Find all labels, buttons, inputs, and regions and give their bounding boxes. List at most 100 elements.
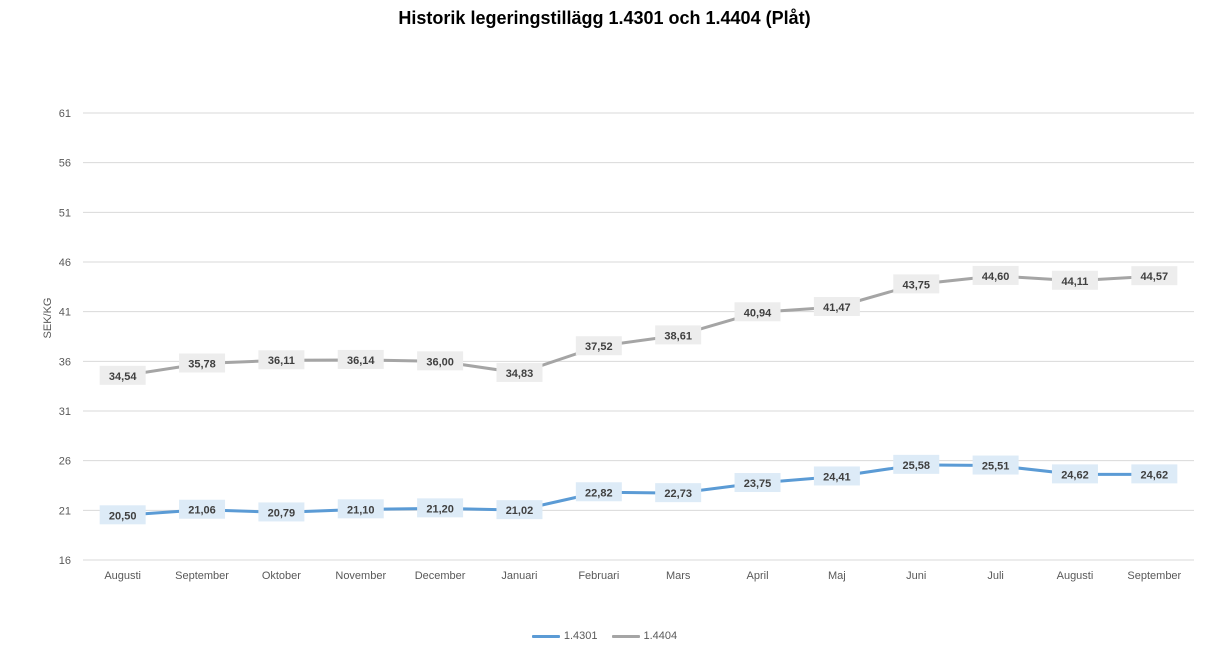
data-label: 20,50 [99, 505, 146, 525]
data-label-bg [179, 353, 226, 373]
data-label-bg [1131, 266, 1178, 286]
data-label-bg [575, 482, 622, 502]
data-label: 25,58 [893, 454, 940, 474]
y-axis-label: SEK/KG [42, 298, 54, 339]
x-tick-label: Mars [666, 570, 691, 582]
x-tick-label: Februari [578, 570, 619, 582]
data-label-text: 25,51 [982, 461, 1010, 473]
data-label-text: 34,54 [109, 371, 137, 383]
data-label: 21,02 [496, 500, 543, 520]
data-label: 43,75 [893, 274, 940, 294]
x-tick-label: April [747, 570, 769, 582]
data-label-text: 37,52 [585, 341, 613, 353]
y-axis-ticks: 16 21 26 31 36 41 46 51 56 61 [59, 108, 71, 567]
data-label: 23,75 [734, 473, 781, 493]
data-label-bg [972, 265, 1019, 285]
data-label-bg [496, 362, 543, 382]
data-label-text: 21,06 [188, 505, 216, 517]
data-labels: 20,50 21,06 20,79 21,10 21,20 21,02 22,82 22,73… [99, 265, 1178, 525]
data-label-bg [99, 365, 146, 385]
y-tick-label: 46 [59, 257, 71, 269]
data-label: 44,57 [1131, 266, 1178, 286]
y-tick-label: 36 [59, 356, 71, 368]
data-label: 36,11 [258, 350, 305, 370]
x-tick-label: September [1127, 570, 1181, 582]
x-tick-label: Augusti [104, 570, 141, 582]
data-label-bg [893, 454, 940, 474]
data-label: 24,62 [1131, 464, 1178, 484]
y-tick-label: 56 [59, 158, 71, 170]
data-label: 40,94 [734, 302, 781, 322]
data-label-bg [813, 296, 860, 316]
data-label-text: 23,75 [744, 478, 772, 490]
data-label-text: 44,60 [982, 271, 1010, 283]
y-tick-label: 51 [59, 207, 71, 219]
data-label-text: 40,94 [744, 307, 772, 319]
data-label-bg [893, 274, 940, 294]
data-label-bg [496, 500, 543, 520]
data-label: 25,51 [972, 455, 1019, 475]
y-tick-label: 61 [59, 108, 71, 120]
data-label-text: 44,11 [1062, 276, 1089, 288]
x-tick-label: September [175, 570, 229, 582]
x-tick-label: November [335, 570, 386, 582]
data-label-bg [575, 336, 622, 356]
data-label-text: 41,47 [823, 302, 851, 314]
data-label-text: 24,62 [1061, 469, 1089, 481]
data-label: 35,78 [179, 353, 226, 373]
data-label-bg [813, 466, 860, 486]
data-label-bg [655, 325, 702, 345]
data-label: 44,11 [1051, 270, 1098, 290]
data-label: 24,62 [1051, 464, 1098, 484]
x-tick-label: Oktober [262, 570, 301, 582]
data-label: 24,41 [813, 466, 860, 486]
x-tick-label: Augusti [1057, 570, 1094, 582]
legend-item-1: 1.4301 [531, 630, 598, 642]
data-label-text: 36,11 [268, 355, 295, 367]
x-tick-label: Juni [906, 570, 926, 582]
y-tick-label: 21 [59, 505, 71, 517]
chart-title: Historik legeringstillägg 1.4301 och 1.4… [398, 8, 811, 28]
data-label: 36,00 [417, 351, 464, 371]
data-label-text: 21,20 [426, 503, 454, 515]
data-label: 37,52 [575, 336, 622, 356]
data-label-bg [1131, 464, 1178, 484]
data-label-bg [417, 498, 464, 518]
data-label: 21,10 [337, 499, 384, 519]
data-label: 20,79 [258, 502, 305, 522]
data-label-text: 22,82 [585, 487, 613, 499]
data-label-text: 21,02 [506, 505, 534, 517]
data-label-bg [417, 351, 464, 371]
x-tick-label: Juli [987, 570, 1004, 582]
x-tick-label: Januari [501, 570, 537, 582]
data-label: 34,83 [496, 362, 543, 382]
data-label-bg [734, 302, 781, 322]
legend: 1.4301 1.4404 [0, 630, 1209, 642]
x-tick-label: December [415, 570, 466, 582]
data-label-bg [337, 499, 384, 519]
data-label: 34,54 [99, 365, 146, 385]
y-tick-label: 16 [59, 555, 71, 567]
data-label-text: 21,10 [347, 504, 375, 516]
data-label: 22,73 [655, 483, 702, 503]
data-label-text: 25,58 [902, 460, 930, 472]
data-label-bg [1051, 270, 1098, 290]
data-label-text: 24,62 [1141, 469, 1169, 481]
data-label-text: 43,75 [902, 279, 930, 291]
data-label-text: 36,00 [426, 356, 454, 368]
data-label-bg [972, 455, 1019, 475]
legend-label-1: 1.4301 [563, 630, 598, 642]
data-label-bg [258, 502, 305, 522]
data-label-bg [179, 499, 226, 519]
data-label-bg [1051, 464, 1098, 484]
data-label: 22,82 [575, 482, 622, 502]
data-label-text: 24,41 [823, 471, 851, 483]
data-label-text: 36,14 [347, 355, 375, 367]
data-label: 38,61 [655, 325, 702, 345]
x-axis-ticks: Augusti September Oktober November December J… [104, 570, 1181, 582]
data-label-bg [99, 505, 146, 525]
legend-item-2: 1.4404 [611, 630, 677, 642]
legend-swatch-1 [531, 634, 560, 638]
data-label: 21,06 [179, 499, 226, 519]
